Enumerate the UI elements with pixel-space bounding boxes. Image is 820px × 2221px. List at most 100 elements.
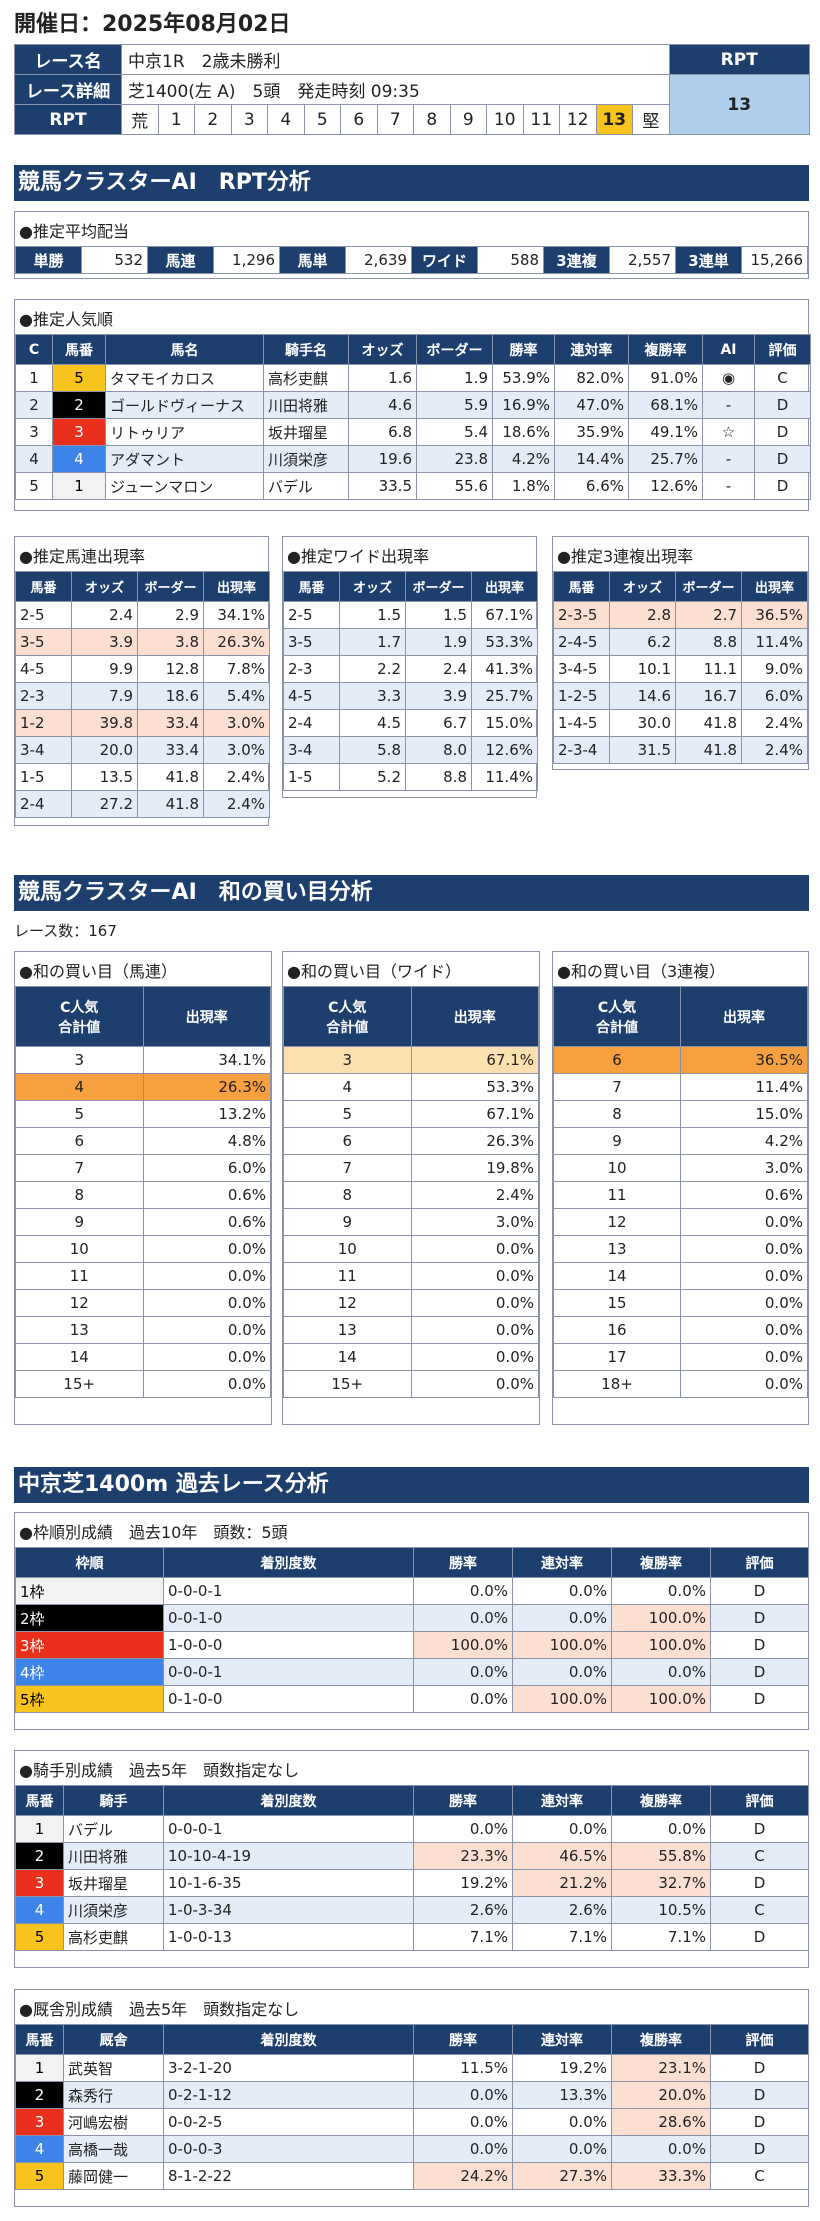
table-cell: 3枠 — [15, 1631, 164, 1659]
sum-umaren-box: ●和の買い目（馬連） C人気 合計値 出現率 3 34.1% 4 26.3% 5 13.2% 6… — [14, 951, 272, 1425]
table-cell: 6.6% — [554, 472, 629, 500]
table-cell: 41.8 — [137, 763, 204, 791]
table-cell: 7.1% — [512, 1923, 612, 1951]
column-header: オッズ — [339, 571, 406, 602]
table-cell: 11 — [283, 1262, 412, 1290]
table-cell: D — [754, 391, 811, 419]
table-cell: 21.2% — [512, 1869, 612, 1897]
table-cell: 0.0% — [142, 1370, 271, 1398]
column-header: 連対率 — [512, 1547, 612, 1578]
table-row: 6 4.8% — [15, 1127, 271, 1155]
table-cell: 100.0% — [611, 1685, 711, 1713]
table-cell: 2-3-5 — [553, 601, 610, 629]
table-cell: 10 — [283, 1235, 412, 1263]
table-row: 4-5 3.3 3.9 25.7% — [283, 682, 538, 710]
table-cell: 11 — [553, 1181, 681, 1209]
table-cell: 0.0% — [413, 1685, 513, 1713]
table-cell: 0.0% — [142, 1289, 271, 1317]
rpt-scale-cell: 11 — [522, 104, 560, 135]
table-cell: 13.5 — [71, 763, 138, 791]
table-row: 5 13.2% — [15, 1100, 271, 1128]
table-cell: 9 — [283, 1208, 412, 1236]
table-cell: 6 — [553, 1046, 681, 1074]
table-cell: 23.1% — [611, 2054, 711, 2082]
sum-wide-table: C人気 合計値 出現率 3 67.1% 4 53.3% 5 67.1% 6 26.3% 7 19.8%… — [283, 986, 539, 1398]
table-row: 1枠 0-0-0-1 0.0% 0.0% 0.0% D — [15, 1577, 809, 1605]
column-header: 連対率 — [554, 334, 629, 365]
waku-table: 枠順 着別度数 勝率 連対率 複勝率 評価 1枠 0-0-0-1 0.0% 0.0% 0.0% D 2枠… — [15, 1547, 809, 1713]
table-cell: 33.4 — [137, 709, 204, 737]
table-cell: D — [710, 1815, 809, 1843]
table-row: 7 11.4% — [553, 1073, 808, 1101]
table-cell: 0-1-0-0 — [163, 1685, 414, 1713]
table-cell: 0.6% — [142, 1208, 271, 1236]
table-cell: 3 — [15, 1046, 144, 1074]
table-cell: 2.6% — [512, 1896, 612, 1924]
table-cell: 6 — [15, 1127, 144, 1155]
table-cell: 91.0% — [628, 364, 703, 392]
payout-value: 2,557 — [609, 246, 676, 274]
table-cell: 25.7% — [471, 682, 538, 710]
table-cell: 17 — [553, 1343, 681, 1371]
table-cell: 0.0% — [410, 1370, 539, 1398]
table-cell: 0-0-0-1 — [163, 1577, 414, 1605]
table-cell: D — [710, 2054, 809, 2082]
table-row: 13 0.0% — [15, 1316, 271, 1344]
table-row: 5 高杉吏麒 1-0-0-13 7.1% 7.1% 7.1% D — [15, 1923, 809, 1951]
table-cell: 3 — [15, 1869, 64, 1897]
table-cell: 0.0% — [413, 2135, 513, 2163]
table-cell: 5.2 — [339, 763, 406, 791]
table-cell: 12 — [553, 1208, 681, 1236]
table-row: 11 0.6% — [553, 1181, 808, 1209]
table-cell: 0.0% — [410, 1343, 539, 1371]
table-cell: - — [702, 472, 755, 500]
table-cell: 0.0% — [142, 1343, 271, 1371]
table-cell: 100.0% — [512, 1631, 612, 1659]
table-row: 3 3 リトゥリア 坂井瑠星 6.8 5.4 18.6% 35.9% 49.1% ☆ D — [15, 418, 811, 446]
table-cell: 5.8 — [339, 736, 406, 764]
table-cell: 0.0% — [512, 1604, 612, 1632]
table-cell: D — [710, 1577, 809, 1605]
table-cell: 3.9 — [71, 628, 138, 656]
table-cell: D — [754, 472, 811, 500]
section-title-rpt: 競馬クラスターAI RPT分析 — [14, 165, 809, 201]
table-cell: 3-2-1-20 — [163, 2054, 414, 2082]
table-cell: 0.0% — [512, 1658, 612, 1686]
table-cell: 7.1% — [611, 1923, 711, 1951]
payout-value: 588 — [477, 246, 544, 274]
table-row: 4 53.3% — [283, 1073, 539, 1101]
table-cell: 12.8 — [137, 655, 204, 683]
table-cell: C — [710, 1842, 809, 1870]
table-cell: 0.0% — [410, 1289, 539, 1317]
table-cell: 1-0-0-13 — [163, 1923, 414, 1951]
table-cell: 3-5 — [283, 628, 340, 656]
table-cell: 10 — [15, 1235, 144, 1263]
column-header: 馬番 — [283, 571, 340, 602]
table-cell: 18+ — [553, 1370, 681, 1398]
table-row: 2 森秀行 0-2-1-12 0.0% 13.3% 20.0% D — [15, 2081, 809, 2109]
table-cell: 0.0% — [142, 1235, 271, 1263]
column-header: 出現率 — [680, 986, 808, 1047]
stable-title: ●厩舎別成績 過去5年 頭数指定なし — [19, 2000, 300, 2019]
table-cell: 1-0-3-34 — [163, 1896, 414, 1924]
table-cell: 6.8 — [348, 418, 417, 446]
table-cell: 5 — [15, 1100, 144, 1128]
rpt-scale-cell: 7 — [376, 104, 414, 135]
table-cell: 100.0% — [512, 1685, 612, 1713]
table-cell: 0-0-0-1 — [163, 1815, 414, 1843]
table-cell: 1.6 — [348, 364, 417, 392]
table-row: 1 5 タマモイカロス 高杉吏麒 1.6 1.9 53.9% 82.0% 91.0% ◉ C — [15, 364, 811, 392]
table-cell: 33.3% — [611, 2162, 711, 2190]
table-cell: 2枠 — [15, 1604, 164, 1632]
table-cell: 1 — [15, 1815, 64, 1843]
table-cell: 6 — [283, 1127, 412, 1155]
sanrenpuku-table: 馬番 オッズ ボーダー 出現率 2-3-5 2.8 2.7 36.5% 2-4-5 6.2 8.8 1… — [553, 571, 808, 764]
column-header: 複勝率 — [611, 1785, 711, 1816]
table-cell: 35.9% — [554, 418, 629, 446]
table-cell: 55.6 — [416, 472, 493, 500]
column-header: AI — [702, 334, 755, 365]
payout-value: 532 — [81, 246, 148, 274]
table-cell: 14.4% — [554, 445, 629, 473]
table-row: 16 0.0% — [553, 1316, 808, 1344]
table-cell: 2-5 — [15, 601, 72, 629]
